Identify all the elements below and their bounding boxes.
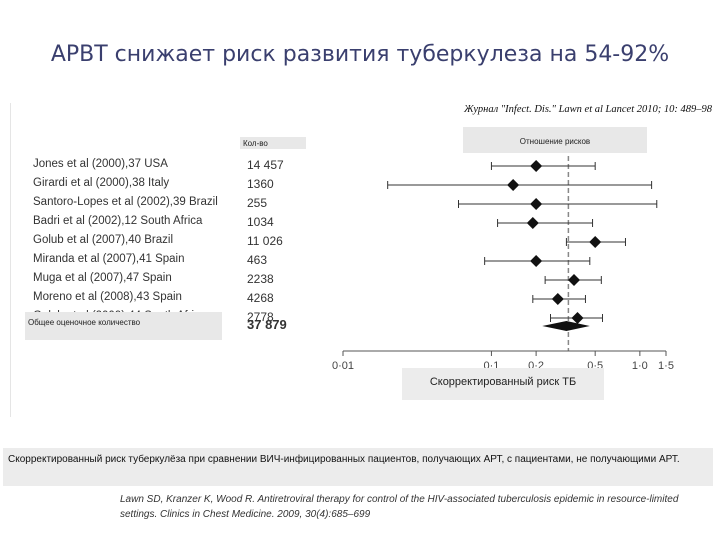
pooled-count: 37 879: [247, 317, 287, 332]
point-estimate: [589, 236, 602, 248]
pooled-estimate-label: Общее оценочное количество: [25, 312, 222, 340]
study-count: 4268: [247, 291, 274, 305]
study-name: Girardi et al (2000),38 Italy: [33, 177, 170, 189]
point-estimate: [507, 179, 520, 191]
study-count: 11 026: [247, 234, 283, 248]
point-estimate: [526, 217, 539, 229]
study-name: Golub et al (2007),40 Brazil: [33, 234, 173, 246]
study-name: Moreno et al (2008),43 Spain: [33, 291, 182, 303]
slide-title: АРВТ снижает риск развития туберкулеза н…: [50, 42, 670, 67]
study-count: 255: [247, 196, 268, 210]
study-name: Muga et al (2007),47 Spain: [33, 272, 172, 284]
study-count: 2778: [247, 310, 274, 324]
citation: Lawn SD, Kranzer K, Wood R. Antiretrovir…: [120, 494, 679, 520]
figure-panel: [10, 103, 714, 417]
point-estimate: [551, 293, 564, 305]
study-name: Santoro-Lopes et al (2002),39 Brazil: [33, 196, 218, 208]
study-name: Jones et al (2000),37 USA: [33, 158, 168, 170]
point-estimate: [530, 160, 543, 172]
x-tick-label: 1·5: [658, 360, 674, 372]
study-count: 463: [247, 253, 268, 267]
journal-reference: Журнал "Infect. Dis." Lawn et al Lancet …: [464, 104, 712, 115]
caption: Скорректированный риск туберкулёза при с…: [3, 448, 713, 486]
x-tick-label: 1·0: [632, 360, 648, 372]
point-estimate: [571, 312, 584, 324]
point-estimate: [530, 198, 543, 210]
x-axis-label: Скорректированный риск ТБ: [402, 368, 604, 400]
study-count: 14 457: [247, 158, 284, 172]
study-name: Badri et al (2002),12 South Africa: [33, 215, 203, 227]
hazard-ratio-label: Отношение рисков: [463, 127, 647, 153]
study-name: Miranda et al (2007),41 Spain: [33, 253, 185, 265]
pooled-diamond: [542, 321, 590, 331]
study-count: 2238: [247, 272, 274, 286]
point-estimate: [530, 255, 543, 267]
study-count: 1360: [247, 177, 274, 191]
study-count: 1034: [247, 215, 274, 229]
count-label: Кол-во: [240, 137, 306, 149]
point-estimate: [568, 274, 581, 286]
x-tick-label: 0·01: [332, 360, 354, 372]
